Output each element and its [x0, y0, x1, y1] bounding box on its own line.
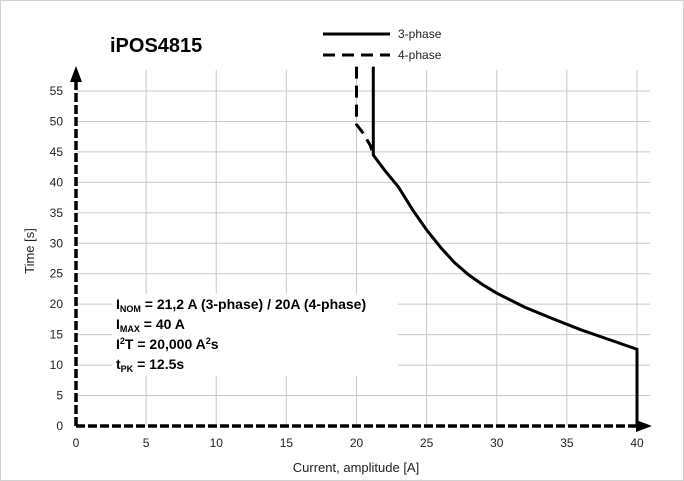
y-tick-label: 45	[50, 145, 64, 159]
x-tick-label: 20	[350, 436, 364, 450]
x-tick-label: 5	[143, 436, 150, 450]
y-tick-label: 5	[56, 389, 63, 403]
x-tick-label: 0	[73, 436, 80, 450]
y-axis-arrow	[70, 66, 82, 82]
legend-label: 3-phase	[398, 27, 442, 41]
y-tick-label: 15	[50, 328, 64, 342]
x-tick-label: 35	[560, 436, 574, 450]
x-tick-label: 15	[280, 436, 294, 450]
tick-labels: 0 5 10 15 20 25 30 35 40 0 5 10 15 20 25 30 35 40 45 50 55	[50, 84, 644, 450]
annotation-box	[112, 294, 398, 376]
x-tick-label: 30	[490, 436, 504, 450]
y-tick-label: 55	[50, 84, 64, 98]
y-tick-label: 10	[50, 358, 64, 372]
axes-group	[70, 66, 652, 432]
series-3-phase-line	[371, 66, 639, 426]
series-4-phase-line	[355, 66, 375, 156]
x-tick-label: 40	[630, 436, 644, 450]
spec-annotation-line: I2T = 20,000 A2s	[116, 336, 219, 352]
spec-annotation-line: tPK = 12.5s	[116, 356, 184, 374]
x-axis-arrow	[636, 420, 652, 432]
y-tick-label: 35	[50, 206, 64, 220]
y-tick-label: 25	[50, 267, 64, 281]
spec-annotation-line: IMAX = 40 A	[116, 316, 185, 334]
y-tick-label: 40	[50, 175, 64, 189]
x-tick-label: 25	[420, 436, 434, 450]
y-tick-label: 0	[56, 419, 63, 433]
spec-annotation-line: INOM = 21,2 A (3-phase) / 20A (4-phase)	[116, 296, 366, 314]
x-axis-title: Current, amplitude [A]	[293, 460, 419, 475]
series-group	[355, 66, 639, 426]
y-tick-label: 50	[50, 114, 64, 128]
x-tick-label: 10	[210, 436, 224, 450]
legend: 3-phase 4-phase	[323, 27, 442, 62]
y-tick-label: 20	[50, 297, 64, 311]
chart-title: iPOS4815	[110, 35, 202, 57]
y-axis-title: Time [s]	[22, 228, 37, 274]
y-tick-label: 30	[50, 236, 64, 250]
legend-label: 4-phase	[398, 48, 442, 62]
annotation-group: INOM = 21,2 A (3-phase) / 20A (4-phase) I…	[116, 296, 366, 374]
